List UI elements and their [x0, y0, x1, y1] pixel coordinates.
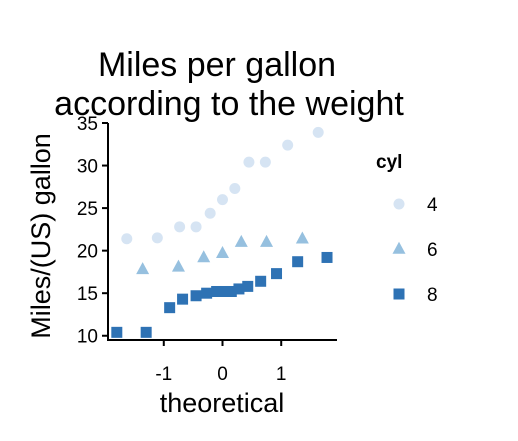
- point-cyl-8: [201, 287, 213, 299]
- legend-label-6: 6: [427, 240, 438, 261]
- point-cyl-6: [136, 262, 150, 275]
- point-cyl-8: [242, 280, 254, 292]
- legend-item-6: 6: [392, 240, 438, 261]
- legend-key-4: [393, 198, 405, 210]
- legend-title: cyl: [376, 152, 402, 173]
- point-cyl-4: [121, 233, 133, 245]
- legend-label-8: 8: [427, 285, 438, 306]
- legend-item-8: 8: [393, 285, 438, 306]
- point-cyl-8: [111, 326, 123, 338]
- y-tick-label: 30: [77, 157, 98, 178]
- data-points: [111, 126, 333, 338]
- point-cyl-6: [260, 234, 274, 247]
- point-cyl-8: [177, 293, 189, 305]
- x-tick-label: 1: [276, 364, 287, 385]
- legend-key-6: [392, 241, 406, 254]
- point-cyl-8: [271, 268, 283, 280]
- point-cyl-8: [140, 326, 152, 338]
- point-cyl-4: [282, 139, 294, 151]
- series-8: [111, 251, 333, 338]
- point-cyl-6: [197, 250, 211, 263]
- y-tick-label: 35: [77, 114, 98, 135]
- chart-title-line-1: Miles per gallon: [98, 46, 336, 84]
- x-tick-label: -1: [155, 364, 172, 385]
- point-cyl-8: [164, 302, 176, 314]
- y-axis-ticks: 10 15 20 25 30 35: [77, 114, 108, 348]
- chart-title-line-2: according to the weight: [54, 85, 404, 123]
- point-cyl-4: [229, 183, 241, 195]
- x-axis-title: theoretical: [160, 388, 285, 418]
- y-tick-label: 20: [77, 242, 98, 263]
- plot-axes: [107, 123, 337, 341]
- point-cyl-6: [234, 234, 248, 247]
- series-6: [136, 231, 309, 275]
- point-cyl-8: [233, 283, 245, 295]
- legend-item-4: 4: [393, 195, 438, 216]
- point-cyl-8: [190, 290, 202, 302]
- legend-label-4: 4: [427, 195, 438, 216]
- point-cyl-8: [255, 275, 267, 287]
- y-tick-label: 25: [77, 199, 98, 220]
- point-cyl-4: [312, 126, 324, 138]
- point-cyl-8: [211, 285, 223, 297]
- point-cyl-6: [216, 246, 229, 258]
- series-4: [121, 126, 324, 245]
- point-cyl-4: [204, 207, 216, 219]
- point-cyl-4: [151, 232, 163, 244]
- chart-title: Miles per gallon according to the weight: [54, 46, 404, 123]
- point-cyl-4: [174, 221, 186, 233]
- point-cyl-4: [243, 156, 255, 168]
- legend-items: 4 6 8: [392, 195, 438, 306]
- y-tick-label: 15: [77, 284, 98, 305]
- y-axis-title: Miles/(US) gallon: [26, 133, 56, 339]
- y-tick-label: 10: [77, 327, 98, 348]
- point-cyl-4: [190, 221, 202, 233]
- point-cyl-6: [171, 259, 185, 272]
- point-cyl-8: [225, 285, 237, 297]
- legend: cyl 4 6 8: [376, 152, 438, 306]
- legend-key-8: [393, 288, 405, 300]
- point-cyl-6: [295, 231, 309, 244]
- point-cyl-8: [218, 285, 230, 297]
- point-cyl-8: [292, 256, 304, 268]
- point-cyl-4: [217, 194, 228, 206]
- x-axis-ticks: -1 0 1: [155, 340, 287, 385]
- point-cyl-4: [259, 156, 271, 168]
- point-cyl-8: [321, 251, 333, 263]
- x-tick-label: 0: [217, 364, 228, 385]
